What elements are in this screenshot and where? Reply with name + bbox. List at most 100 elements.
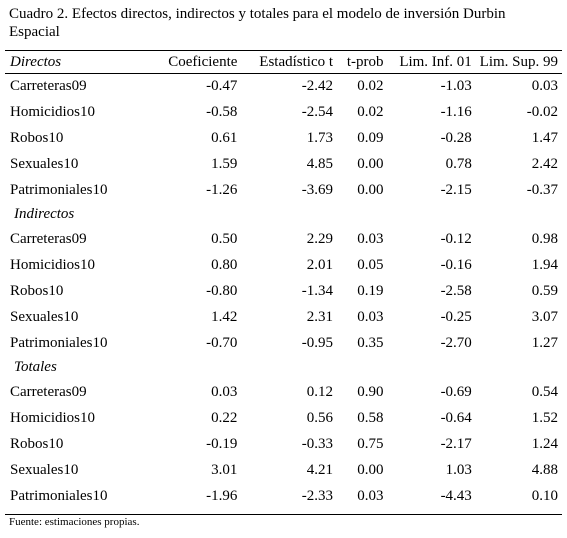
- cell-p: 0.09: [357, 129, 384, 146]
- row-label: Patrimoniales10: [10, 487, 108, 504]
- cell-sup: 1.27: [531, 334, 558, 351]
- cell-inf: 1.03: [445, 461, 472, 478]
- table-row: Sexuales10 1.59 4.85 0.00 0.78 2.42: [5, 151, 562, 177]
- results-table: Directos Coeficiente Estadístico t t-pro…: [5, 51, 562, 509]
- cell-t: -0.95: [301, 334, 334, 351]
- cell-t: 2.29: [306, 230, 334, 247]
- cell-inf: -0.28: [440, 129, 472, 146]
- cell-inf: -4.43: [440, 487, 472, 504]
- table-row: Patrimoniales10 -0.70 -0.95 0.35 -2.70 1…: [5, 330, 562, 356]
- table-row: Patrimoniales10 -1.96 -2.33 0.03 -4.43 0…: [5, 483, 562, 509]
- row-label: Robos10: [10, 282, 64, 299]
- row-label: Robos10: [10, 129, 64, 146]
- cell-p: 0.75: [357, 435, 384, 452]
- cell-coef: -0.19: [206, 435, 238, 452]
- cell-sup: 1.24: [531, 435, 558, 452]
- table-row: Carreteras09 -0.47 -2.42 0.02 -1.03 0.03: [5, 73, 562, 99]
- cell-coef: 1.42: [211, 308, 238, 325]
- cell-coef: 0.50: [211, 230, 238, 247]
- table-row: Robos10 -0.19 -0.33 0.75 -2.17 1.24: [5, 431, 562, 457]
- group-row-indirectos: Indirectos: [5, 203, 562, 226]
- row-label: Patrimoniales10: [10, 181, 108, 198]
- cell-inf: 0.78: [445, 155, 472, 172]
- table-row: Homicidios10 -0.58 -2.54 0.02 -1.16 -0.0…: [5, 99, 562, 125]
- cell-coef: -0.58: [206, 103, 238, 120]
- table-row: Carreteras09 0.50 2.29 0.03 -0.12 0.98: [5, 226, 562, 252]
- top-rule: [5, 50, 562, 51]
- cell-t: -3.69: [301, 181, 334, 198]
- header-lim-inf: Lim. Inf. 01: [399, 53, 472, 70]
- header-t-prob: t-prob: [346, 53, 384, 70]
- table-row: Sexuales10 3.01 4.21 0.00 1.03 4.88: [5, 457, 562, 483]
- cell-sup: 1.47: [531, 129, 558, 146]
- cell-sup: -0.37: [526, 181, 558, 198]
- cell-sup: 0.10: [531, 487, 558, 504]
- cell-inf: -0.16: [440, 256, 472, 273]
- row-label: Sexuales10: [10, 308, 79, 325]
- cell-t: 2.01: [306, 256, 334, 273]
- row-label: Homicidios10: [10, 409, 95, 426]
- group-label: Indirectos: [14, 206, 75, 222]
- cell-inf: -2.15: [440, 181, 472, 198]
- cell-coef: 0.22: [211, 409, 238, 426]
- cell-t: -2.33: [301, 487, 334, 504]
- cell-t: 1.73: [306, 129, 334, 146]
- cell-t: 4.85: [306, 155, 334, 172]
- directos-body: Carreteras09 -0.47 -2.42 0.02 -1.03 0.03…: [5, 73, 562, 203]
- cell-sup: 2.42: [531, 155, 558, 172]
- group-label: Totales: [14, 359, 57, 375]
- table-row: Sexuales10 1.42 2.31 0.03 -0.25 3.07: [5, 304, 562, 330]
- cell-coef: 0.03: [211, 383, 238, 400]
- header-estadistico-t: Estadístico t: [259, 53, 334, 70]
- cell-p: 0.03: [357, 230, 384, 247]
- cell-p: 0.05: [357, 256, 384, 273]
- cell-inf: -0.64: [440, 409, 472, 426]
- cell-t: 0.12: [306, 383, 334, 400]
- header-directos: Directos: [10, 53, 62, 70]
- totales-body: Totales Carreteras09 0.03 0.12 0.90 -0.6…: [5, 356, 562, 509]
- table-row: Robos10 -0.80 -1.34 0.19 -2.58 0.59: [5, 278, 562, 304]
- cell-coef: -0.70: [206, 334, 238, 351]
- cell-sup: 0.03: [531, 77, 558, 94]
- table-row: Carreteras09 0.03 0.12 0.90 -0.69 0.54: [5, 379, 562, 405]
- row-label: Carreteras09: [10, 77, 87, 94]
- row-label: Patrimoniales10: [10, 334, 108, 351]
- cell-p: 0.58: [357, 409, 384, 426]
- cell-coef: 0.80: [211, 256, 238, 273]
- row-label: Carreteras09: [10, 383, 87, 400]
- row-label: Sexuales10: [10, 155, 79, 172]
- table-row: Robos10 0.61 1.73 0.09 -0.28 1.47: [5, 125, 562, 151]
- row-label: Sexuales10: [10, 461, 79, 478]
- cell-coef: 3.01: [211, 461, 238, 478]
- cell-inf: -1.03: [440, 77, 472, 94]
- cell-t: 0.56: [306, 409, 334, 426]
- cell-sup: 1.52: [531, 409, 558, 426]
- row-label: Homicidios10: [10, 256, 95, 273]
- cell-coef: 1.59: [211, 155, 238, 172]
- cell-coef: -0.47: [206, 77, 238, 94]
- row-label: Carreteras09: [10, 230, 87, 247]
- cell-sup: 0.59: [531, 282, 558, 299]
- header-coeficiente: Coeficiente: [168, 53, 238, 70]
- source-note: Fuente: estimaciones propias.: [9, 516, 140, 528]
- header-rule: [5, 73, 562, 74]
- cell-coef: -1.96: [206, 487, 238, 504]
- cell-p: 0.00: [357, 155, 384, 172]
- cell-p: 0.19: [357, 282, 384, 299]
- cell-inf: -1.16: [440, 103, 472, 120]
- cell-inf: -2.58: [440, 282, 472, 299]
- table-title: Cuadro 2. Efectos directos, indirectos y…: [9, 6, 506, 40]
- cell-p: 0.02: [357, 103, 384, 120]
- cell-coef: -1.26: [206, 181, 238, 198]
- cell-p: 0.90: [357, 383, 384, 400]
- cell-t: 4.21: [306, 461, 334, 478]
- cell-inf: -2.17: [440, 435, 472, 452]
- cell-sup: 3.07: [531, 308, 558, 325]
- table-row: Homicidios10 0.80 2.01 0.05 -0.16 1.94: [5, 252, 562, 278]
- group-row-totales: Totales: [5, 356, 562, 379]
- table-row: Homicidios10 0.22 0.56 0.58 -0.64 1.52: [5, 405, 562, 431]
- cell-inf: -2.70: [440, 334, 472, 351]
- cell-sup: 1.94: [531, 256, 558, 273]
- table-row: Patrimoniales10 -1.26 -3.69 0.00 -2.15 -…: [5, 177, 562, 203]
- cell-sup: 0.54: [531, 383, 558, 400]
